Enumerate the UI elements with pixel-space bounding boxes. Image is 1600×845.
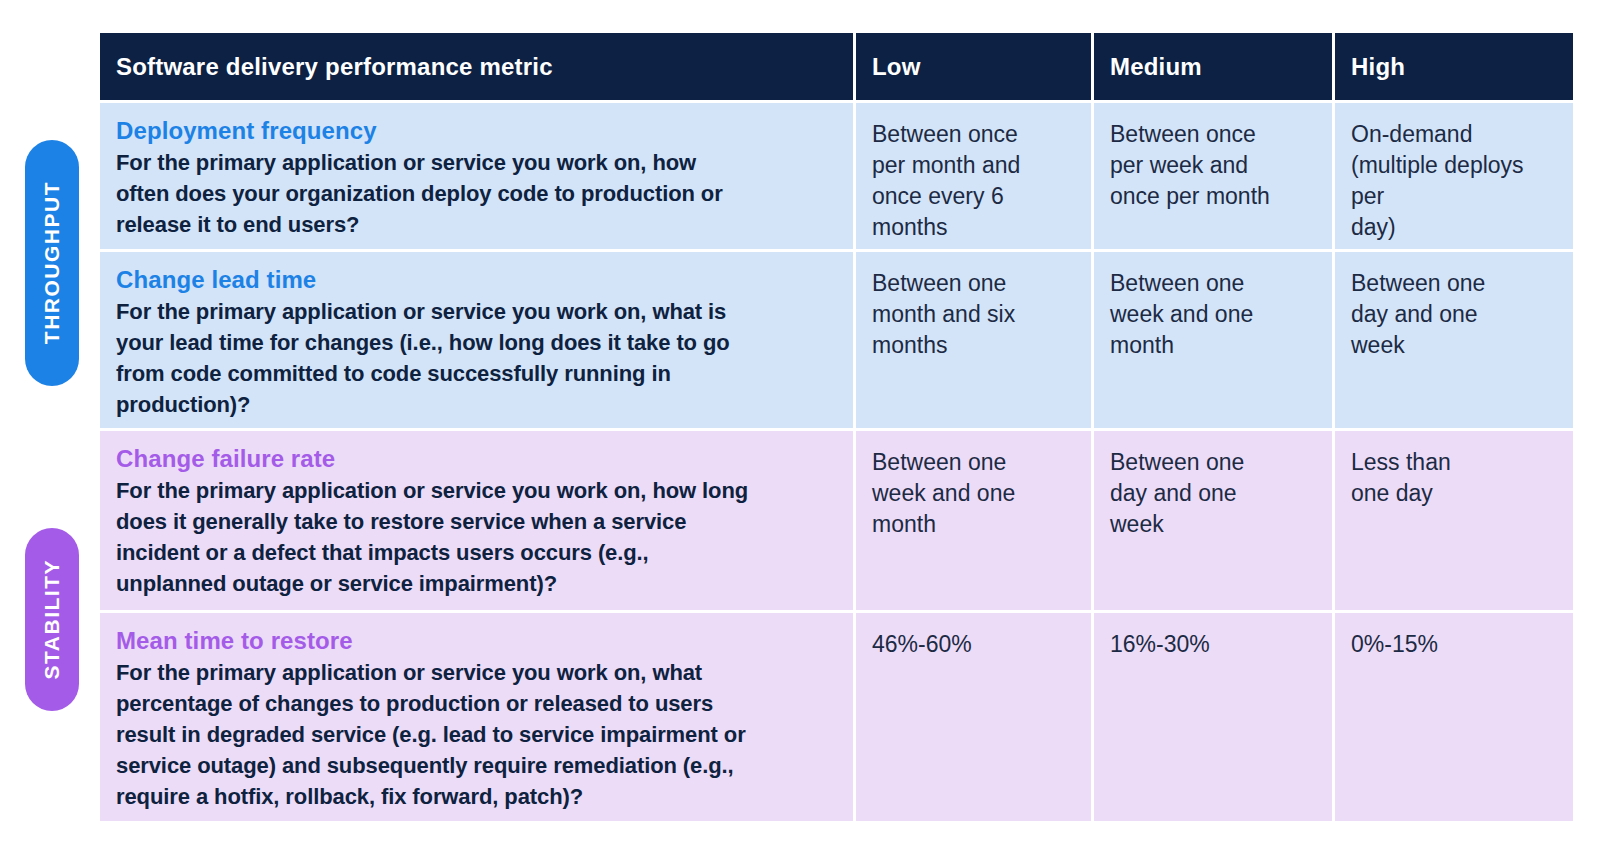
table-row-metric-cell: Change lead time For the primary applica…	[100, 252, 853, 428]
value-cell-medium: Between one week and one month	[1094, 252, 1332, 428]
metric-description: For the primary application or service y…	[116, 657, 837, 812]
throughput-group-label: THROUGHPUT	[40, 181, 64, 344]
column-header-metric: Software delivery performance metric	[100, 33, 853, 100]
table-row-metric-cell: Mean time to restore For the primary app…	[100, 613, 853, 821]
metric-title-change-failure-rate: Change failure rate	[116, 443, 837, 474]
value-cell-low: Between one month and six months	[856, 252, 1091, 428]
value-cell-high: Less than one day	[1335, 431, 1573, 610]
table-row-metric-cell: Deployment frequency For the primary app…	[100, 103, 853, 249]
column-header-medium: Medium	[1094, 33, 1332, 100]
metric-title-mean-time-to-restore: Mean time to restore	[116, 625, 837, 656]
metric-description: For the primary application or service y…	[116, 147, 837, 240]
value-cell-low: Between one week and one month	[856, 431, 1091, 610]
table-row-metric-cell: Change failure rate For the primary appl…	[100, 431, 853, 610]
value-cell-high: On-demand (multiple deploys per day)	[1335, 103, 1573, 249]
column-header-low: Low	[856, 33, 1091, 100]
value-cell-medium: Between one day and one week	[1094, 431, 1332, 610]
metric-title-change-lead-time: Change lead time	[116, 264, 837, 295]
stability-group-label: STABILITY	[40, 559, 64, 679]
throughput-group-pill: THROUGHPUT	[25, 140, 79, 386]
value-cell-medium: 16%-30%	[1094, 613, 1332, 821]
value-cell-low: Between once per month and once every 6 …	[856, 103, 1091, 249]
value-cell-medium: Between once per week and once per month	[1094, 103, 1332, 249]
value-cell-low: 46%-60%	[856, 613, 1091, 821]
metric-description: For the primary application or service y…	[116, 296, 837, 420]
value-cell-high: Between one day and one week	[1335, 252, 1573, 428]
page: THROUGHPUT STABILITY Software delivery p…	[0, 0, 1600, 845]
value-cell-high: 0%-15%	[1335, 613, 1573, 821]
software-delivery-metrics-table: Software delivery performance metric Low…	[100, 33, 1573, 821]
metric-title-deployment-frequency: Deployment frequency	[116, 115, 837, 146]
metric-description: For the primary application or service y…	[116, 475, 837, 599]
column-header-high: High	[1335, 33, 1573, 100]
stability-group-pill: STABILITY	[25, 528, 79, 711]
